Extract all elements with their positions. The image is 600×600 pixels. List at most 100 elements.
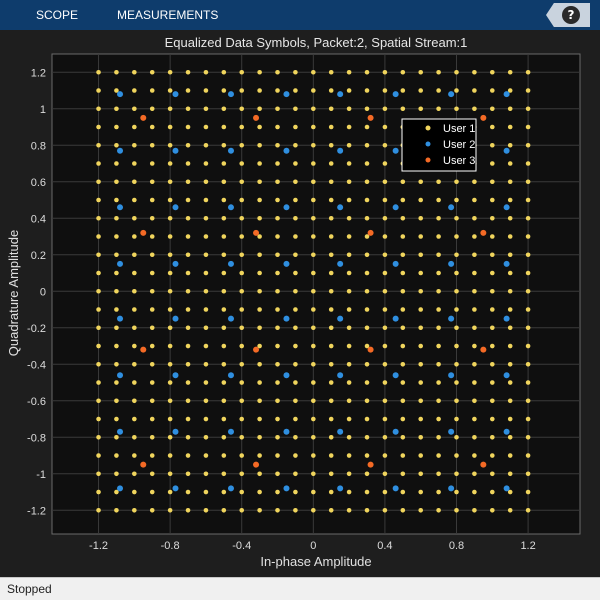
data-point bbox=[337, 372, 344, 379]
data-point bbox=[257, 288, 262, 294]
data-point bbox=[418, 215, 424, 221]
data-point bbox=[114, 489, 119, 495]
data-point bbox=[418, 197, 424, 203]
data-point bbox=[328, 434, 334, 440]
data-point bbox=[140, 114, 147, 121]
data-point bbox=[114, 307, 119, 312]
data-point bbox=[507, 307, 513, 312]
data-point bbox=[149, 489, 155, 495]
data-point bbox=[293, 453, 298, 458]
data-point bbox=[507, 179, 513, 185]
data-point bbox=[400, 416, 406, 422]
data-point bbox=[167, 380, 173, 385]
data-point bbox=[96, 234, 101, 239]
data-point bbox=[382, 471, 388, 477]
data-point bbox=[132, 161, 137, 166]
data-point bbox=[382, 161, 388, 166]
data-point bbox=[507, 398, 513, 404]
data-point bbox=[275, 197, 280, 203]
data-point bbox=[454, 471, 459, 477]
data-point bbox=[507, 471, 513, 477]
data-point bbox=[400, 179, 406, 185]
data-point bbox=[185, 106, 191, 112]
data-point bbox=[117, 91, 124, 98]
data-point bbox=[185, 197, 191, 203]
data-point bbox=[185, 161, 191, 166]
data-point bbox=[472, 270, 477, 276]
data-point bbox=[167, 325, 173, 331]
data-point bbox=[472, 215, 477, 221]
data-point bbox=[293, 471, 298, 477]
data-point bbox=[132, 179, 137, 185]
data-point bbox=[490, 69, 495, 75]
data-point bbox=[257, 88, 262, 93]
data-point bbox=[364, 398, 370, 404]
data-point bbox=[283, 485, 290, 492]
data-point bbox=[257, 453, 262, 458]
help-button[interactable]: ? bbox=[544, 0, 600, 30]
data-point bbox=[367, 229, 374, 236]
data-point bbox=[364, 215, 370, 221]
data-point bbox=[257, 489, 262, 495]
data-point bbox=[114, 471, 119, 477]
data-point bbox=[185, 215, 191, 221]
data-point bbox=[257, 197, 262, 203]
data-point bbox=[96, 161, 101, 166]
data-point bbox=[167, 398, 173, 404]
data-point bbox=[167, 161, 173, 166]
data-point bbox=[96, 142, 101, 148]
data-point bbox=[293, 161, 298, 166]
data-point bbox=[221, 453, 227, 458]
constellation-plot[interactable]: -1.2 -0.8 -0.4 0 0.4 0.8 1.2 1.2 1 0.8 0.6 0.4 0.2 0… bbox=[0, 30, 600, 578]
data-point bbox=[283, 260, 290, 267]
data-point bbox=[436, 434, 441, 440]
data-point bbox=[149, 434, 155, 440]
data-point bbox=[114, 252, 119, 258]
data-point bbox=[253, 114, 260, 121]
data-point bbox=[382, 234, 388, 239]
data-point bbox=[185, 252, 191, 258]
data-point bbox=[364, 380, 370, 385]
data-point bbox=[293, 142, 298, 148]
data-point bbox=[203, 380, 209, 385]
data-point bbox=[114, 124, 119, 130]
data-point bbox=[185, 398, 191, 404]
data-point bbox=[172, 91, 179, 98]
data-point bbox=[149, 69, 155, 75]
data-point bbox=[293, 252, 298, 258]
axes-area bbox=[51, 53, 581, 535]
data-point bbox=[203, 343, 209, 349]
data-point bbox=[490, 325, 495, 331]
data-point bbox=[472, 471, 477, 477]
data-point bbox=[293, 69, 298, 75]
data-point bbox=[454, 270, 459, 276]
data-point bbox=[400, 343, 406, 349]
data-point bbox=[346, 142, 352, 148]
tab-measurements[interactable]: MEASUREMENTS bbox=[117, 8, 219, 22]
data-point bbox=[96, 398, 101, 404]
data-point bbox=[149, 361, 155, 367]
data-point bbox=[221, 215, 227, 221]
data-point bbox=[203, 161, 209, 166]
data-point bbox=[328, 325, 334, 331]
data-point bbox=[418, 507, 424, 513]
data-point bbox=[418, 234, 424, 239]
data-point bbox=[311, 234, 316, 239]
tab-scope[interactable]: SCOPE bbox=[36, 8, 79, 22]
data-point bbox=[172, 260, 179, 267]
data-point bbox=[392, 485, 399, 492]
data-point bbox=[454, 88, 459, 93]
data-point bbox=[328, 106, 334, 112]
x-tick-label: 0.4 bbox=[377, 540, 392, 552]
data-point bbox=[132, 88, 137, 93]
legend[interactable]: User 1 User 2 User 3 bbox=[401, 118, 477, 172]
data-point bbox=[239, 416, 245, 422]
data-point bbox=[257, 361, 262, 367]
y-tick-label: 0.8 bbox=[31, 140, 46, 152]
data-point bbox=[490, 361, 495, 367]
question-icon[interactable]: ? bbox=[562, 6, 580, 24]
data-point bbox=[253, 461, 260, 468]
data-point bbox=[221, 270, 227, 276]
data-point bbox=[239, 453, 245, 458]
data-point bbox=[436, 252, 441, 258]
